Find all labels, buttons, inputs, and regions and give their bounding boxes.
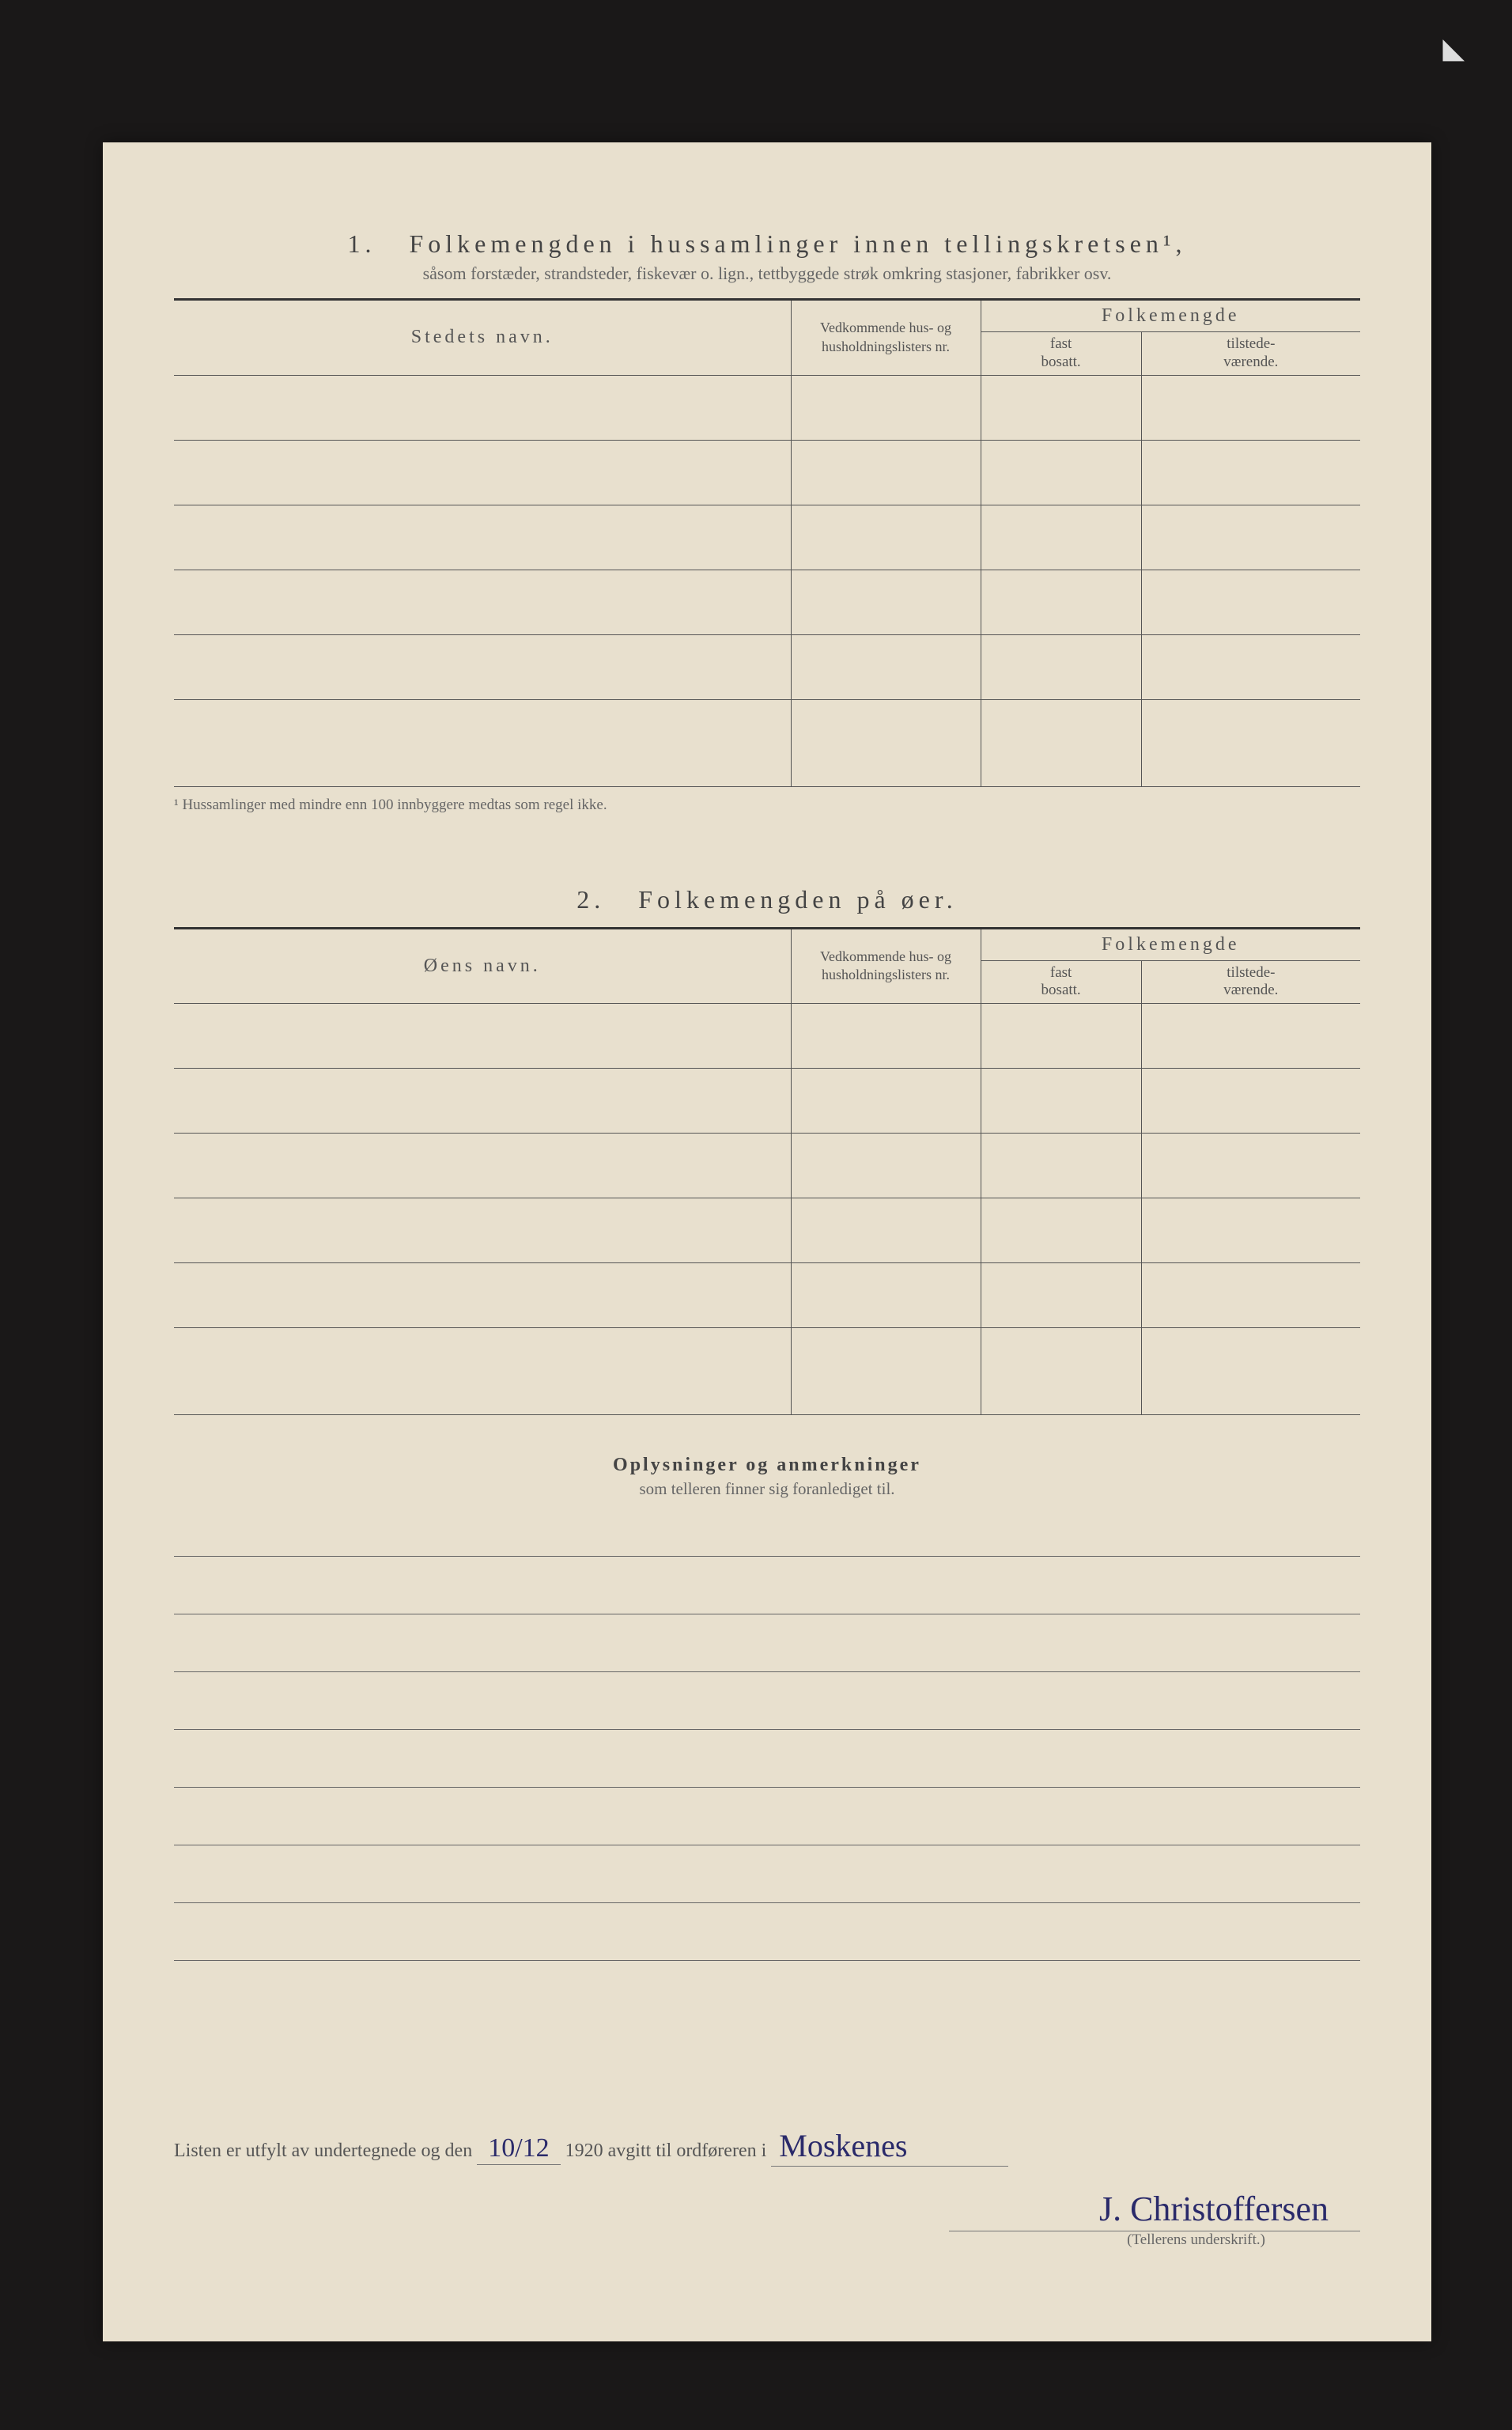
- table-cell: [174, 570, 791, 634]
- table-cell: [791, 1134, 981, 1198]
- section1-table: Stedets navn. Vedkommende hus- og hushol…: [174, 298, 1360, 787]
- table-cell: [791, 1004, 981, 1069]
- label-tilstede-2: tilstede-: [1227, 964, 1275, 981]
- table-cell: [791, 634, 981, 699]
- signature-name: J. Christoffersen: [174, 2189, 1360, 2229]
- document-page: 1. Folkemengden i hussamlinger innen tel…: [103, 142, 1431, 2341]
- table-cell: [981, 1263, 1141, 1328]
- table-cell: [174, 1328, 791, 1415]
- rule-line: [174, 1960, 1360, 1961]
- section1-heading: Folkemengden i hussamlinger innen tellin…: [409, 229, 1186, 258]
- signature-place: Moskenes: [771, 2127, 1008, 2167]
- table-cell: [981, 1134, 1141, 1198]
- col-tilstedevaerende-2: tilstede- værende.: [1141, 960, 1360, 1004]
- table-cell: [174, 1004, 791, 1069]
- section2-table: Øens navn. Vedkommende hus- og husholdni…: [174, 927, 1360, 1416]
- table-cell: [1141, 505, 1360, 570]
- col-tilstedevaerende: tilstede- værende.: [1141, 332, 1360, 376]
- label-tilstede: tilstede-: [1227, 335, 1275, 352]
- signature-date: 10/12: [477, 2133, 560, 2165]
- section2-title: 2. Folkemengden på øer.: [174, 885, 1360, 914]
- section1-number: 1.: [347, 229, 376, 258]
- rule-line: [174, 1671, 1360, 1672]
- table-cell: [1141, 570, 1360, 634]
- signature-mid: 1920 avgitt til ordføreren i: [565, 2140, 767, 2161]
- col-listers-nr: Vedkommende hus- og husholdningslisters …: [791, 300, 981, 376]
- table-cell: [174, 699, 791, 786]
- table-cell: [981, 375, 1141, 440]
- oplysninger-subtitle: som telleren finner sig foranlediget til…: [174, 1479, 1360, 1499]
- table-cell: [981, 699, 1141, 786]
- table-cell: [791, 1069, 981, 1134]
- table-cell: [791, 1328, 981, 1415]
- table-cell: [981, 440, 1141, 505]
- col-fast-bosatt: fast bosatt.: [981, 332, 1141, 376]
- label-fast-2: fast: [1050, 964, 1072, 981]
- table-cell: [791, 505, 981, 570]
- col-oens-navn: Øens navn.: [174, 928, 791, 1004]
- rule-line: [174, 1729, 1360, 1730]
- rule-line: [174, 1902, 1360, 1903]
- signature-line: Listen er utfylt av undertegnede og den …: [174, 2127, 1360, 2167]
- table-cell: [1141, 1328, 1360, 1415]
- signature-caption: (Tellerens underskrift.): [949, 2231, 1360, 2249]
- section2-heading: Folkemengden på øer.: [638, 885, 957, 914]
- table-cell: [174, 1263, 791, 1328]
- label-bosatt: bosatt.: [1041, 354, 1081, 370]
- table-cell: [1141, 1198, 1360, 1263]
- section1-title: 1. Folkemengden i hussamlinger innen tel…: [174, 229, 1360, 259]
- label-bosatt-2: bosatt.: [1041, 982, 1081, 998]
- table-cell: [174, 634, 791, 699]
- table-cell: [981, 570, 1141, 634]
- table-cell: [981, 634, 1141, 699]
- col-stedets-navn: Stedets navn.: [174, 300, 791, 376]
- table-cell: [791, 1263, 981, 1328]
- table-cell: [1141, 1069, 1360, 1134]
- col-folkemengde: Folkemengde: [981, 300, 1360, 332]
- table-cell: [1141, 699, 1360, 786]
- table-cell: [174, 1134, 791, 1198]
- section1-subtitle: såsom forstæder, strandsteder, fiskevær …: [174, 263, 1360, 284]
- table-cell: [981, 1004, 1141, 1069]
- table-cell: [1141, 1004, 1360, 1069]
- col-fast-bosatt-2: fast bosatt.: [981, 960, 1141, 1004]
- label-vaerende-2: værende.: [1223, 982, 1278, 998]
- section1-footnote: ¹ Hussamlinger med mindre enn 100 innbyg…: [174, 797, 1360, 814]
- table-cell: [791, 440, 981, 505]
- table-cell: [791, 699, 981, 786]
- table-cell: [174, 505, 791, 570]
- oplysninger-title: Oplysninger og anmerkninger: [174, 1455, 1360, 1476]
- oplysninger-heading: Oplysninger og anmerkninger som telleren…: [174, 1455, 1360, 1499]
- table-cell: [981, 1069, 1141, 1134]
- table-cell: [1141, 634, 1360, 699]
- table-cell: [174, 1069, 791, 1134]
- table-cell: [1141, 375, 1360, 440]
- table-cell: [174, 375, 791, 440]
- label-fast: fast: [1050, 335, 1072, 352]
- signature-prefix: Listen er utfylt av undertegnede og den: [174, 2140, 472, 2161]
- section2-number: 2.: [576, 885, 605, 914]
- table-cell: [1141, 1134, 1360, 1198]
- rule-line: [174, 1556, 1360, 1557]
- rule-line: [174, 1787, 1360, 1788]
- label-vaerende: værende.: [1223, 354, 1278, 370]
- corner-mark: ◣: [1442, 32, 1465, 65]
- col-listers-nr-2: Vedkommende hus- og husholdningslisters …: [791, 928, 981, 1004]
- table-cell: [791, 1198, 981, 1263]
- notes-lines: [174, 1556, 1360, 1961]
- table-cell: [1141, 440, 1360, 505]
- table-cell: [981, 505, 1141, 570]
- table-cell: [174, 1198, 791, 1263]
- table-cell: [1141, 1263, 1360, 1328]
- table-cell: [981, 1198, 1141, 1263]
- table-cell: [981, 1328, 1141, 1415]
- table-cell: [174, 440, 791, 505]
- table-cell: [791, 375, 981, 440]
- col-folkemengde-2: Folkemengde: [981, 928, 1360, 960]
- table-cell: [791, 570, 981, 634]
